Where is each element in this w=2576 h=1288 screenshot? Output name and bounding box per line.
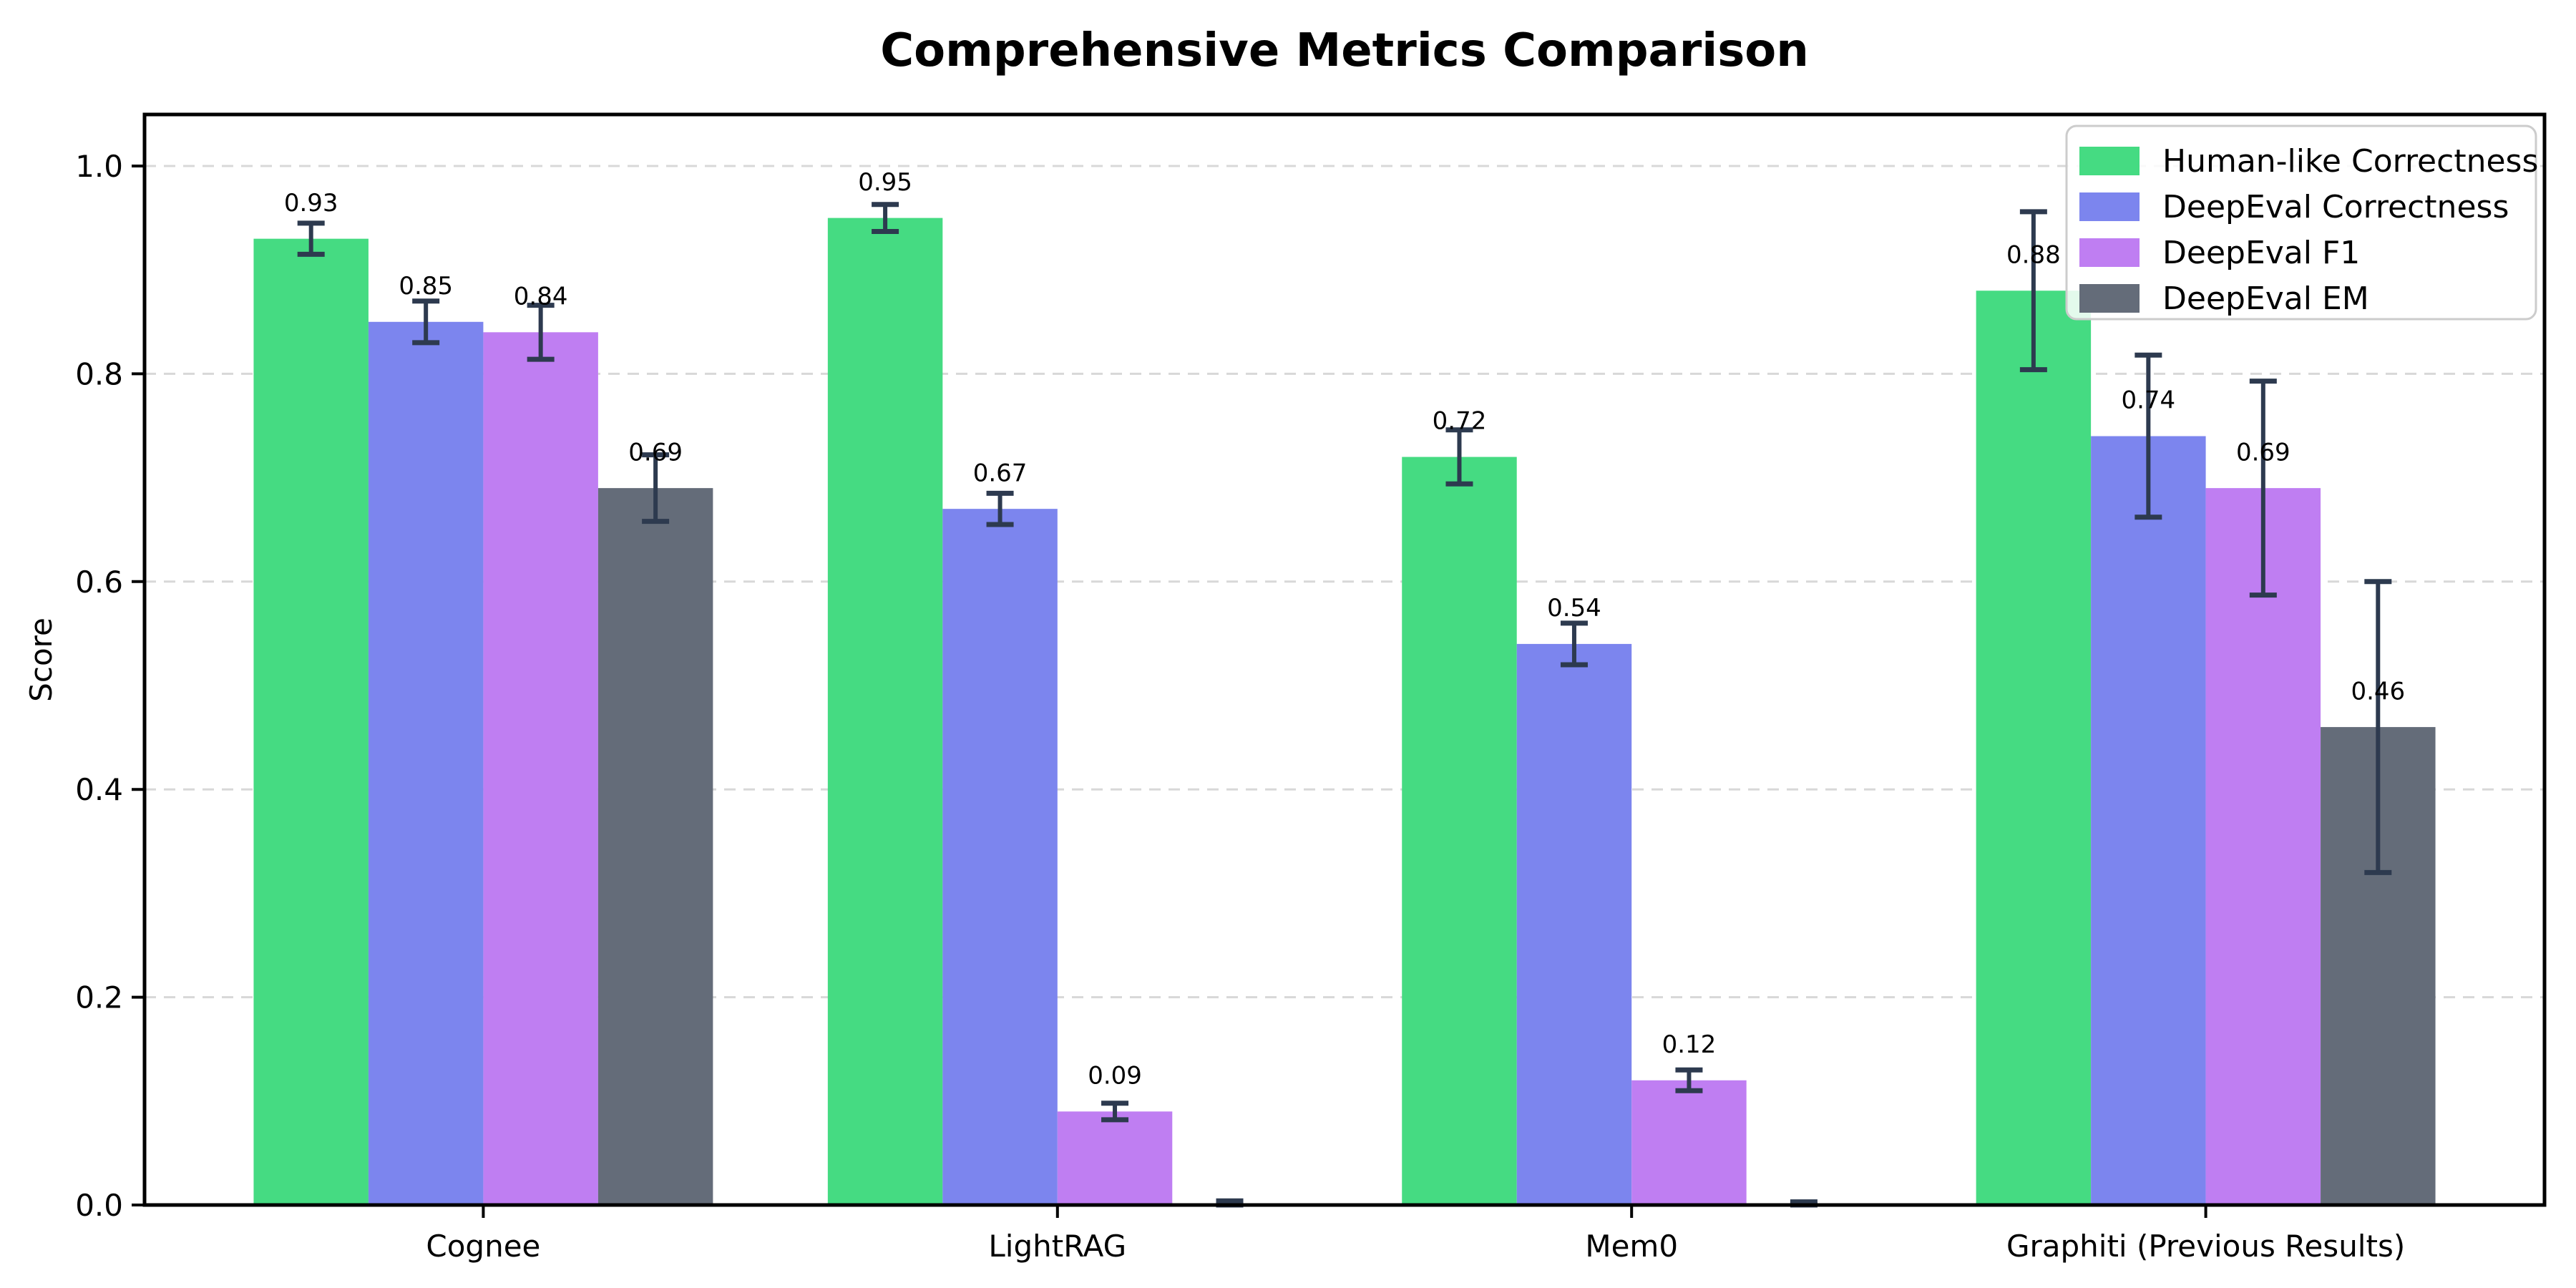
- bar-3-1: [483, 332, 598, 1205]
- value-label: 0.85: [399, 272, 453, 301]
- y-tick-label: 0.2: [75, 980, 123, 1015]
- bar-3-2: [1057, 1111, 1173, 1205]
- legend-swatch: [2079, 192, 2140, 221]
- value-label: 0.69: [628, 438, 683, 467]
- value-label: 0.67: [973, 459, 1028, 487]
- legend-swatch: [2079, 147, 2140, 175]
- legend-box: [2065, 125, 2537, 321]
- value-label: 0.46: [2351, 677, 2405, 706]
- legend-label: DeepEval F1: [2162, 235, 2360, 271]
- x-tick-label: LightRAG: [988, 1229, 1126, 1264]
- y-axis-label: Score: [24, 618, 59, 702]
- legend-swatch: [2079, 284, 2140, 313]
- bar-2-1: [368, 321, 484, 1205]
- value-label: 0.74: [2121, 386, 2175, 415]
- value-label: 0.84: [514, 283, 568, 311]
- value-label: 0.88: [2006, 240, 2061, 269]
- bar-3-3: [1631, 1080, 1747, 1205]
- value-label: 0.12: [1662, 1030, 1717, 1059]
- y-tick-label: 0.4: [75, 772, 123, 807]
- plot-area: 0.93 0.95 0.72 0.88 0.85 0.67 0.54 0.74 0.84 0.09…: [75, 112, 2547, 1264]
- x-tick-label: Mem0: [1585, 1229, 1678, 1264]
- bar-2-3: [1516, 643, 1632, 1205]
- bar-3-4: [2205, 488, 2321, 1205]
- value-label: 0.72: [1433, 407, 1487, 436]
- bar-1-2: [827, 218, 943, 1206]
- x-tick-label: Graphiti (Previous Results): [2006, 1229, 2405, 1264]
- x-tick-label: Cognee: [426, 1229, 540, 1264]
- chart-title: Comprehensive Metrics Comparison: [880, 24, 1809, 77]
- y-tick-label: 1.0: [75, 149, 123, 184]
- value-label: 0.09: [1088, 1062, 1142, 1091]
- value-label: 0.95: [858, 168, 912, 197]
- bar-1-4: [1976, 291, 2092, 1205]
- legend-swatch: [2079, 238, 2140, 267]
- bar-1-3: [1402, 457, 1517, 1205]
- bar-1-1: [253, 238, 369, 1205]
- bar-4-1: [597, 488, 713, 1205]
- value-label: 0.93: [284, 189, 338, 218]
- legend-label: Human-like Correctness: [2162, 143, 2538, 180]
- legend-label: DeepEval EM: [2162, 280, 2369, 317]
- plot-border: [142, 112, 2547, 1207]
- bar-2-4: [2091, 436, 2206, 1205]
- y-tick-label: 0.0: [75, 1188, 123, 1223]
- y-tick-label: 0.6: [75, 565, 123, 600]
- value-label: 0.54: [1547, 594, 1601, 623]
- value-label: 0.69: [2236, 438, 2290, 467]
- bar-2-2: [942, 509, 1058, 1205]
- y-tick-label: 0.8: [75, 356, 123, 391]
- legend-label: DeepEval Correctness: [2162, 189, 2509, 225]
